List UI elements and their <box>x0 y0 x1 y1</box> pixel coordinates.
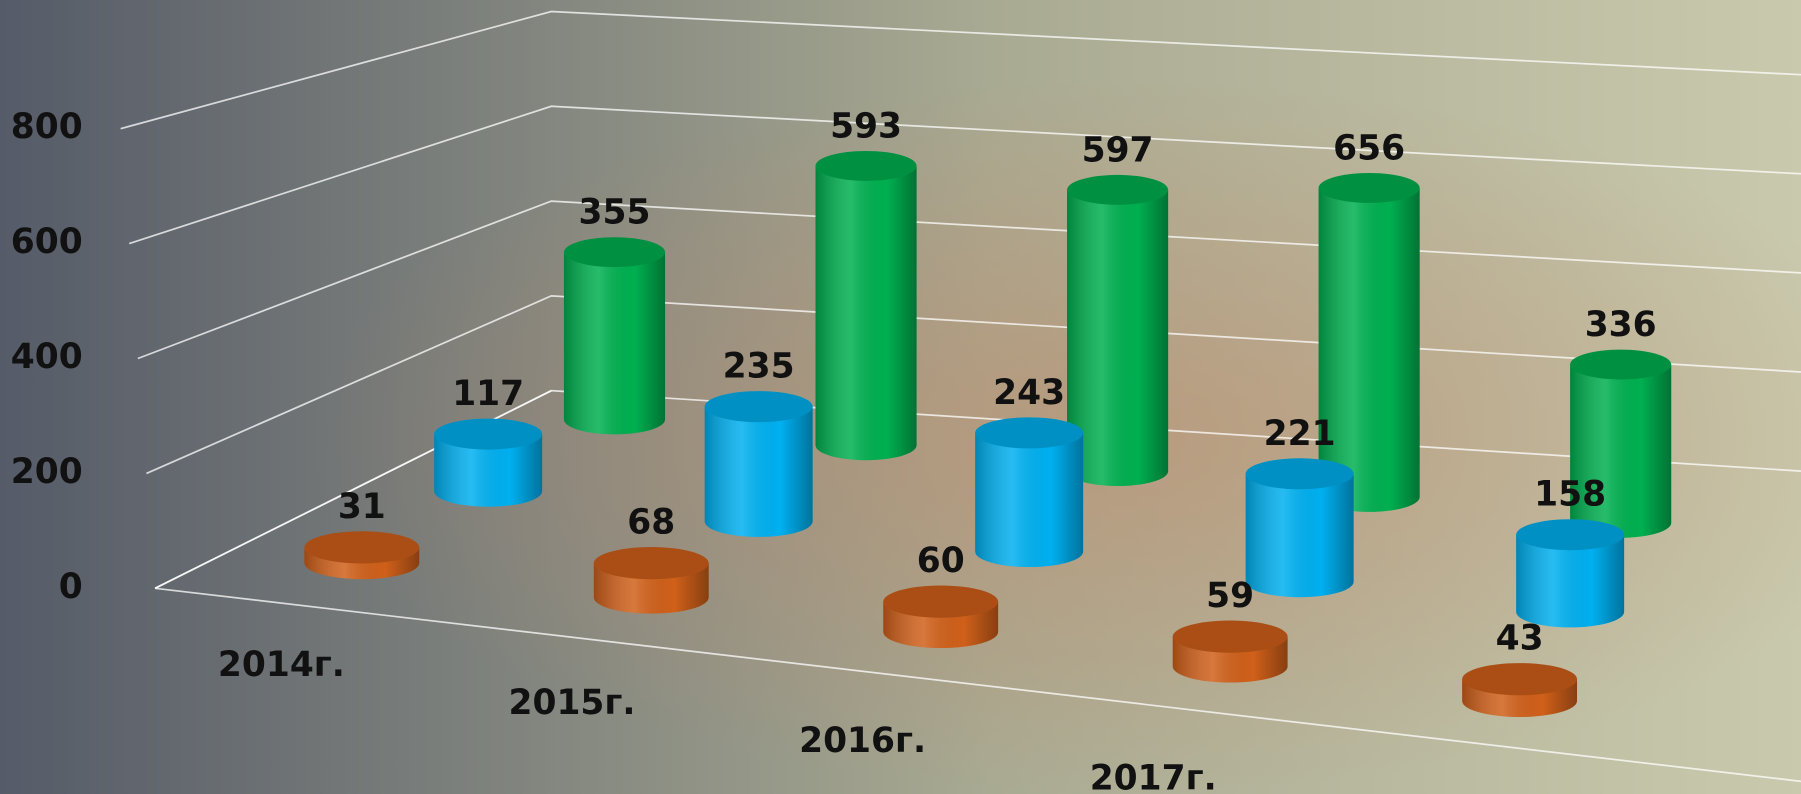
cylinder-shade <box>564 252 665 434</box>
cylinder-top-shade <box>564 237 665 267</box>
value-label: 43 <box>1496 619 1544 659</box>
y-tick-label: 600 <box>11 222 83 262</box>
value-label: 597 <box>1082 130 1154 170</box>
value-label: 158 <box>1534 475 1606 515</box>
cylinder-top-shade <box>883 586 998 618</box>
cylinder-top-shade <box>1570 350 1671 380</box>
cylinder-top-shade <box>434 419 542 450</box>
value-label: 336 <box>1585 305 1657 345</box>
cylinder-shade <box>816 166 917 460</box>
cylinder-top-shade <box>975 417 1083 448</box>
x-tick-label: 2014г. <box>218 645 345 685</box>
cylinder-shade <box>1246 474 1354 597</box>
y-tick-label: 200 <box>11 452 83 492</box>
value-label: 60 <box>917 541 965 581</box>
cylinder-top-shade <box>705 391 813 422</box>
cylinder-top-shade <box>304 531 419 563</box>
value-label: 31 <box>338 487 386 527</box>
value-label: 593 <box>830 106 902 146</box>
value-label: 117 <box>452 374 524 414</box>
cylinder-top-shade <box>594 547 709 579</box>
cylinder-top-shade <box>1462 663 1577 695</box>
y-tick-label: 0 <box>59 567 83 607</box>
cylinder-top-shade <box>1516 519 1624 550</box>
x-tick-label: 2015г. <box>509 683 636 723</box>
value-label: 221 <box>1264 414 1336 454</box>
cylinder-top-shade <box>1319 173 1420 203</box>
value-label: 68 <box>627 503 675 543</box>
value-label: 656 <box>1333 128 1405 168</box>
y-tick-label: 400 <box>11 337 83 377</box>
cylinder-shade <box>705 407 813 537</box>
value-label: 243 <box>993 373 1065 413</box>
value-label: 59 <box>1206 576 1254 616</box>
cylinder-top-shade <box>1067 175 1168 205</box>
x-tick-label: 2016г. <box>799 721 926 761</box>
cylinder-top-shade <box>816 151 917 181</box>
cylinder-top-shade <box>1246 458 1354 489</box>
cylinder-top-shade <box>1173 621 1288 653</box>
y-tick-label: 800 <box>11 107 83 147</box>
chart: 0 200 400 600 800 2014г. 2015г. 2016г. 2017г. 355… <box>0 0 1801 794</box>
value-label: 355 <box>579 193 651 233</box>
x-tick-label: 2017г. <box>1090 759 1217 794</box>
cylinder-shade <box>975 433 1083 567</box>
value-label: 235 <box>723 347 795 387</box>
